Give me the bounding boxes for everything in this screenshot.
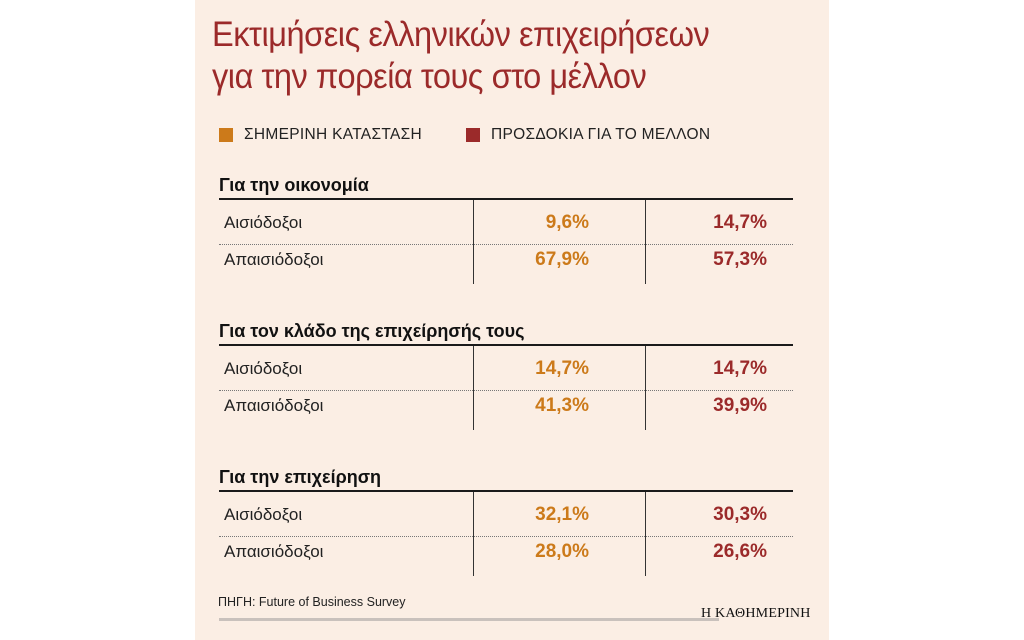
title-line-2: για την πορεία τους στο μέλλον	[212, 57, 647, 96]
infographic-panel: Εκτιμήσεις ελληνικών επιχειρήσεων για τη…	[195, 0, 829, 640]
value-future: 30,3%	[713, 504, 767, 525]
value-future: 14,7%	[713, 212, 767, 233]
value-future: 14,7%	[713, 358, 767, 379]
column-divider	[645, 492, 646, 576]
section-title: Για την οικονομία	[219, 175, 369, 195]
publisher-logo: Η ΚΑΘΗΜΕΡΙΝΗ	[701, 606, 811, 621]
section-title: Για την επιχείρηση	[219, 467, 382, 487]
value-future: 57,3%	[713, 249, 767, 270]
column-divider	[473, 346, 474, 430]
row-label: Απαισιόδοξοι	[224, 542, 324, 561]
row-label: Απαισιόδοξοι	[224, 250, 324, 269]
value-future: 39,9%	[713, 395, 767, 416]
legend-label-current: ΣΗΜΕΡΙΝΗ ΚΑΤΑΣΤΑΣΗ	[244, 126, 422, 143]
column-divider	[473, 200, 474, 284]
section-rows: Αισιόδοξοι 14,7% 14,7% Απαισιόδοξοι 41,3…	[219, 346, 793, 430]
column-divider	[473, 492, 474, 576]
row-separator	[219, 244, 793, 245]
section-rows: Αισιόδοξοι 9,6% 14,7% Απαισιόδοξοι 67,9%…	[219, 200, 793, 284]
table-row: Απαισιόδοξοι 41,3% 39,9%	[219, 388, 793, 424]
value-current: 9,6%	[545, 212, 589, 233]
value-future: 26,6%	[713, 541, 767, 562]
section-rule	[219, 490, 793, 492]
row-label: Αισιόδοξοι	[224, 213, 303, 232]
legend: ΣΗΜΕΡΙΝΗ ΚΑΤΑΣΤΑΣΗ ΠΡΟΣΔΟΚΙΑ ΓΙΑ ΤΟ ΜΕΛΛ…	[219, 124, 754, 146]
value-current: 28,0%	[535, 541, 589, 562]
value-current: 32,1%	[535, 504, 589, 525]
legend-swatch-current	[219, 128, 233, 142]
footer-rule	[219, 618, 719, 621]
row-label: Αισιόδοξοι	[224, 505, 303, 524]
legend-item-current: ΣΗΜΕΡΙΝΗ ΚΑΤΑΣΤΑΣΗ	[219, 126, 422, 144]
row-label: Απαισιόδοξοι	[224, 396, 324, 415]
row-separator	[219, 536, 793, 537]
table-row: Αισιόδοξοι 32,1% 30,3%	[219, 497, 793, 533]
section-economy: Για την οικονομία Αισιόδοξοι 9,6% 14,7% …	[219, 174, 793, 284]
table-row: Απαισιόδοξοι 67,9% 57,3%	[219, 242, 793, 278]
row-label: Αισιόδοξοι	[224, 359, 303, 378]
legend-swatch-future	[465, 128, 480, 142]
legend-label-future: ΠΡΟΣΔΟΚΙΑ ΓΙΑ ΤΟ ΜΕΛΛΟΝ	[490, 126, 711, 143]
section-rows: Αισιόδοξοι 32,1% 30,3% Απαισιόδοξοι 28,0…	[219, 492, 793, 576]
row-separator	[219, 390, 793, 391]
value-current: 14,7%	[535, 358, 589, 379]
table-row: Απαισιόδοξοι 28,0% 26,6%	[219, 534, 793, 570]
section-rule	[219, 198, 793, 200]
legend-item-future: ΠΡΟΣΔΟΚΙΑ ΓΙΑ ΤΟ ΜΕΛΛΟΝ	[465, 126, 711, 144]
table-row: Αισιόδοξοι 14,7% 14,7%	[219, 351, 793, 387]
section-company: Για την επιχείρηση Αισιόδοξοι 32,1% 30,3…	[219, 466, 793, 576]
section-industry: Για τον κλάδο της επιχείρησής τους Αισιό…	[219, 320, 793, 430]
title-line-1: Εκτιμήσεις ελληνικών επιχειρήσεων	[212, 15, 710, 54]
chart-title: Εκτιμήσεις ελληνικών επιχειρήσεων για τη…	[212, 14, 779, 98]
column-divider	[645, 346, 646, 430]
section-rule	[219, 344, 793, 346]
column-divider	[645, 200, 646, 284]
value-current: 67,9%	[535, 249, 589, 270]
section-title: Για τον κλάδο της επιχείρησής τους	[219, 321, 525, 341]
value-current: 41,3%	[535, 395, 589, 416]
table-row: Αισιόδοξοι 9,6% 14,7%	[219, 205, 793, 241]
source-note: ΠΗΓΗ: Future of Business Survey	[218, 595, 406, 609]
